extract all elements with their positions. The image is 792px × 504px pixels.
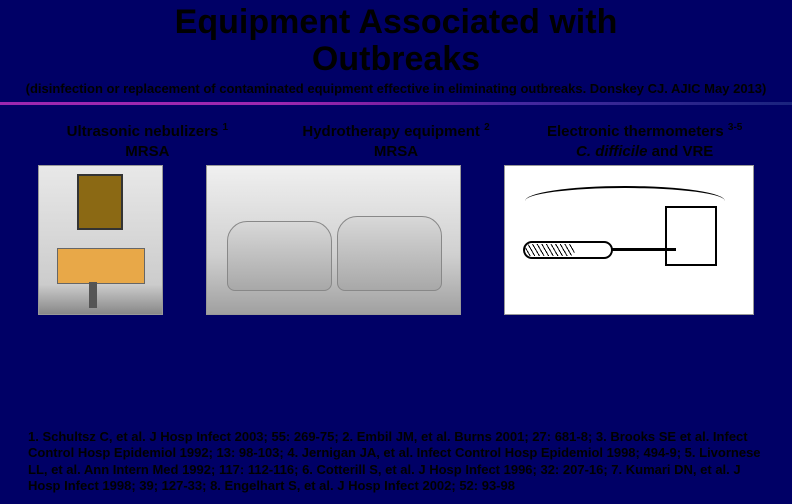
thermometer-image (504, 165, 754, 315)
col-3-sub-rest: and VRE (647, 143, 713, 160)
col-1-sub: MRSA (125, 143, 169, 160)
col-2-sub: MRSA (374, 143, 418, 160)
col-3-title: Electronic thermometers (547, 123, 724, 140)
col-2-head: Hydrotherapy equipment 2 MRSA (277, 121, 516, 161)
col-2-title: Hydrotherapy equipment (302, 123, 480, 140)
col-2: Hydrotherapy equipment 2 MRSA (277, 121, 516, 161)
col-3-head: Electronic thermometers 3-5 C. difficile… (525, 121, 764, 161)
title-line-1: Equipment Associated with (175, 3, 618, 41)
col-1-sup: 1 (223, 122, 229, 133)
col-3: Electronic thermometers 3-5 C. difficile… (525, 121, 764, 161)
col-2-sup: 2 (484, 122, 490, 133)
title-line-2: Outbreaks (312, 40, 480, 78)
col-1-head: Ultrasonic nebulizers 1 MRSA (28, 121, 267, 161)
col-3-sub-italic: C. difficile (576, 143, 647, 160)
col-1: Ultrasonic nebulizers 1 MRSA (28, 121, 267, 161)
col-1-title: Ultrasonic nebulizers (67, 123, 219, 140)
image-row (0, 161, 792, 315)
references: 1. Schultsz C, et al. J Hosp Infect 2003… (0, 429, 792, 494)
slide-subtitle: (disinfection or replacement of contamin… (0, 79, 792, 103)
slide-title: Equipment Associated with Outbreaks (0, 0, 792, 79)
hydrotherapy-image (206, 165, 461, 315)
col-3-sup: 3-5 (728, 122, 742, 133)
column-headers: Ultrasonic nebulizers 1 MRSA Hydrotherap… (0, 105, 792, 161)
nebulizer-image (38, 165, 163, 315)
